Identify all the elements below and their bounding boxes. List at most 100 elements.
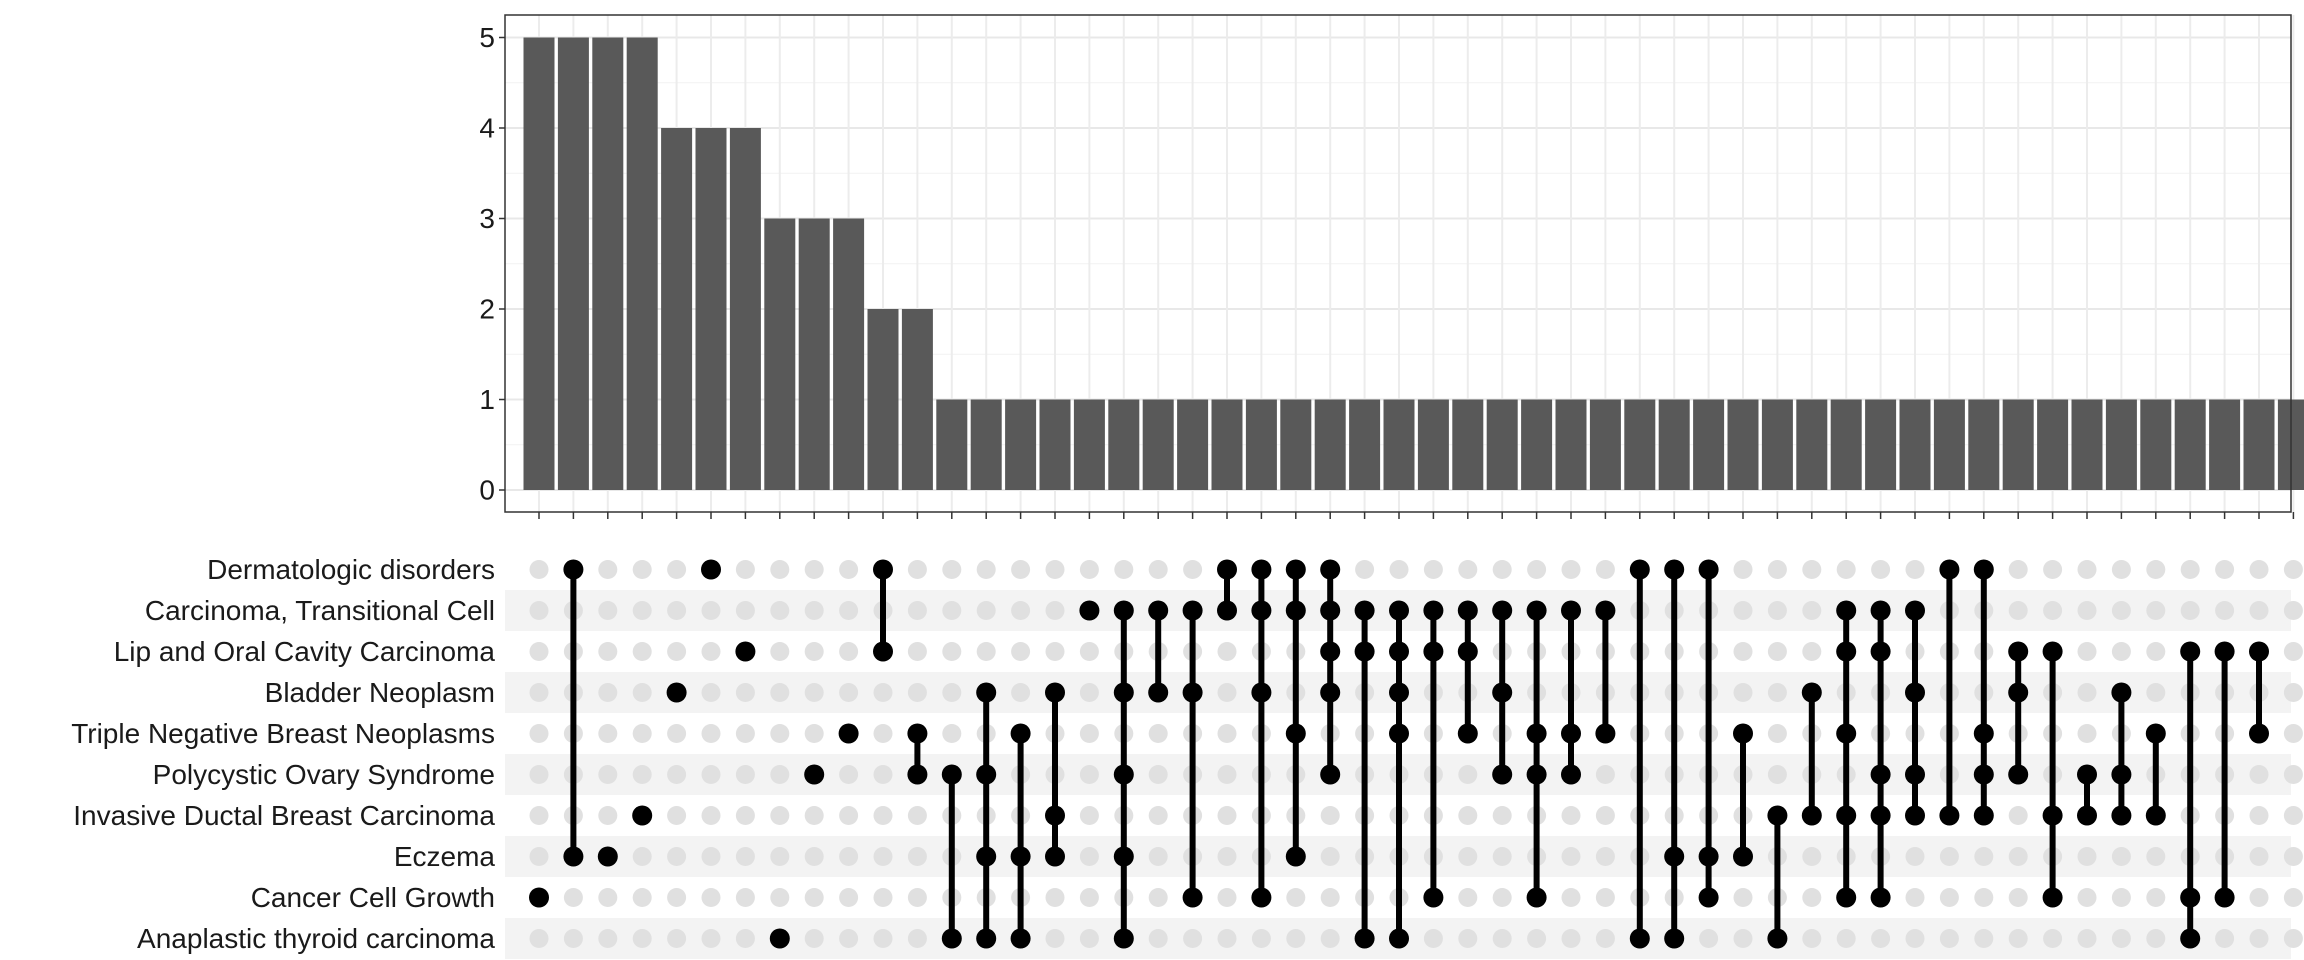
dot-inactive (1079, 724, 1099, 743)
dot-inactive (2249, 765, 2269, 784)
set-label: Invasive Ductal Breast Carcinoma (73, 800, 495, 831)
bar (1830, 399, 1862, 490)
dot-inactive (2077, 929, 2097, 948)
dot-inactive (839, 601, 859, 620)
dot-inactive (1836, 929, 1856, 948)
bar (1211, 399, 1243, 490)
dot-inactive (1458, 806, 1478, 825)
dot-inactive (1802, 888, 1822, 907)
dot-inactive (2283, 724, 2303, 743)
dot-inactive (598, 560, 618, 579)
dot-inactive (1011, 642, 1031, 661)
dot-inactive (2043, 929, 2063, 948)
dot-inactive (1905, 888, 1925, 907)
dot-inactive (1320, 806, 1340, 825)
bar (1658, 399, 1690, 490)
dot-inactive (1079, 847, 1099, 866)
dot-inactive (770, 806, 790, 825)
dot-inactive (1183, 929, 1203, 948)
dot-inactive (2077, 560, 2097, 579)
dot-inactive (1561, 806, 1581, 825)
bar (729, 128, 761, 490)
dot-active (735, 641, 756, 662)
dot-inactive (804, 806, 824, 825)
dot-inactive (907, 601, 927, 620)
dot-inactive (701, 806, 721, 825)
dot-inactive (632, 847, 652, 866)
dot-inactive (1217, 724, 1237, 743)
dot-inactive (1939, 847, 1959, 866)
dot-inactive (2283, 601, 2303, 620)
dot-inactive (1561, 560, 1581, 579)
dot-inactive (1079, 806, 1099, 825)
bar-panel-border (504, 14, 2292, 513)
dot-inactive (907, 929, 927, 948)
dot-inactive (701, 765, 721, 784)
bars (523, 37, 2304, 490)
bar (2140, 399, 2172, 490)
set-label: Cancer Cell Growth (251, 882, 495, 913)
dot-inactive (1733, 929, 1753, 948)
dot-inactive (2111, 847, 2131, 866)
bar (1452, 399, 1484, 490)
dot-inactive (735, 560, 755, 579)
dot-inactive (735, 847, 755, 866)
dot-inactive (1183, 560, 1203, 579)
dot-inactive (839, 642, 859, 661)
dot-inactive (873, 724, 893, 743)
bar (1486, 399, 1518, 490)
dot-inactive (1423, 560, 1443, 579)
dot-active (529, 887, 549, 908)
dot-inactive (598, 642, 618, 661)
dot-inactive (529, 642, 549, 661)
bar (1108, 399, 1140, 490)
dot-inactive (2146, 601, 2166, 620)
dot-active (632, 805, 653, 826)
dot-inactive (1595, 929, 1615, 948)
dot-inactive (563, 888, 583, 907)
dot-inactive (1045, 642, 1065, 661)
dot-inactive (1733, 683, 1753, 702)
dot-inactive (1492, 806, 1512, 825)
dot-inactive (2215, 929, 2235, 948)
dot-inactive (2008, 806, 2028, 825)
dot-inactive (2283, 929, 2303, 948)
dot-inactive (2249, 888, 2269, 907)
dot-inactive (1595, 847, 1615, 866)
y-tick-label: 3 (479, 203, 495, 234)
dot-inactive (598, 888, 618, 907)
dot-active (838, 723, 859, 744)
matrix-panel: Dermatologic disorders Carcinoma, Transit… (71, 512, 2303, 959)
dot-inactive (598, 806, 618, 825)
dot-inactive (1836, 560, 1856, 579)
set-labels: Dermatologic disorders Carcinoma, Transit… (71, 554, 495, 954)
dot-inactive (1561, 888, 1581, 907)
dot-inactive (701, 601, 721, 620)
dot-active (597, 846, 618, 867)
dot-inactive (1974, 847, 1994, 866)
dot-inactive (632, 888, 652, 907)
dot-inactive (701, 847, 721, 866)
bar (1073, 399, 1105, 490)
dot-inactive (667, 601, 687, 620)
dot-inactive (770, 683, 790, 702)
dot-inactive (735, 683, 755, 702)
dot-inactive (701, 683, 721, 702)
dot-inactive (1217, 683, 1237, 702)
dot-inactive (2008, 560, 2028, 579)
bar (2002, 399, 2034, 490)
dot-inactive (598, 765, 618, 784)
bar (2174, 399, 2206, 490)
dot-inactive (667, 724, 687, 743)
dot-inactive (2146, 560, 2166, 579)
dot-inactive (1011, 683, 1031, 702)
dot-inactive (1079, 888, 1099, 907)
dot-inactive (1802, 929, 1822, 948)
y-tick-label: 0 (479, 475, 495, 506)
y-tick-label: 1 (479, 384, 495, 415)
dot-inactive (873, 929, 893, 948)
dot-inactive (1733, 642, 1753, 661)
dot-inactive (839, 929, 859, 948)
dot-inactive (735, 806, 755, 825)
